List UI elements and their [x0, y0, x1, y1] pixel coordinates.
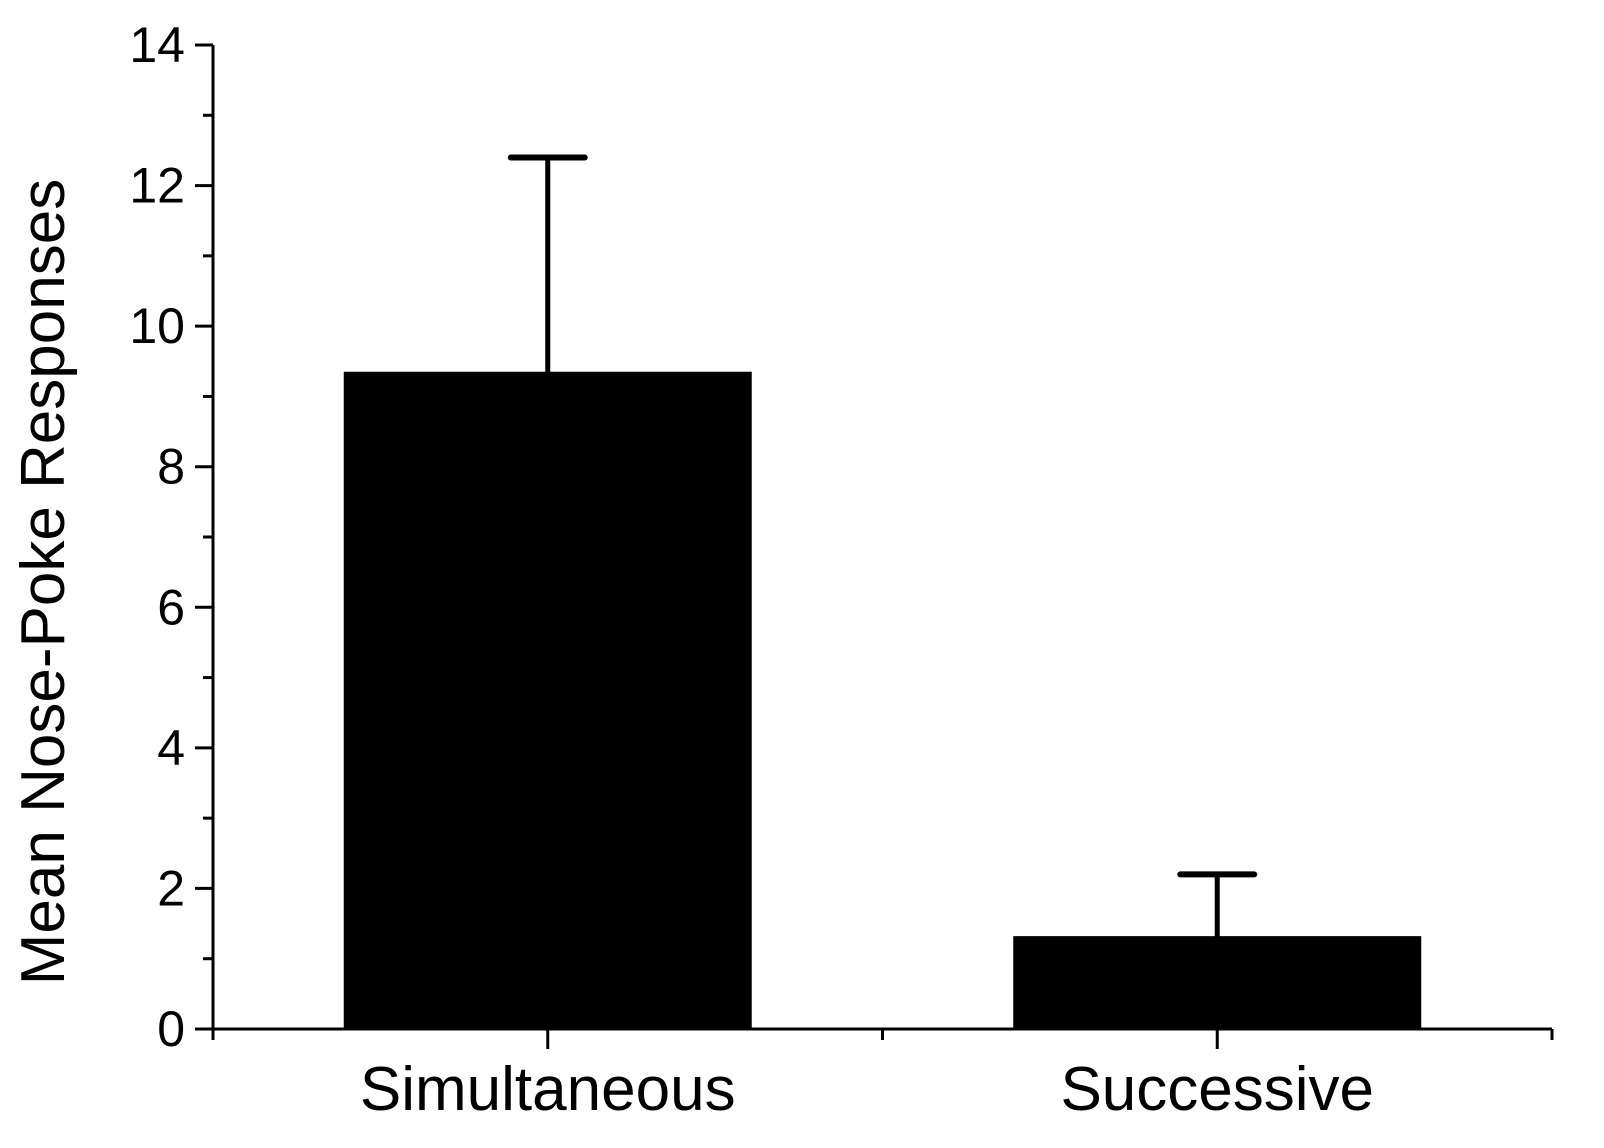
x-ticks-layer: Simultaneous Successive: [211, 1029, 1554, 1124]
y-tick-label: 4: [157, 720, 185, 776]
y-ticks-layer: 0 2 4 6 8 10 12 14: [129, 17, 213, 1057]
x-category-label: Simultaneous: [360, 1055, 736, 1124]
y-tick-label: 0: [157, 1001, 185, 1057]
y-tick-label: 10: [129, 298, 185, 354]
x-category-label: Successive: [1060, 1055, 1374, 1124]
y-tick-label: 6: [157, 579, 185, 635]
bar-simultaneous: [343, 371, 752, 1031]
y-tick-label: 2: [157, 860, 185, 916]
bar-successive: [1013, 936, 1422, 1031]
bars-layer: [343, 371, 1422, 1031]
y-tick-label: 14: [129, 17, 185, 73]
y-tick-label: 8: [157, 439, 185, 495]
y-tick-label: 12: [129, 158, 185, 214]
y-axis-title: Mean Nose-Poke Responses: [9, 179, 78, 985]
error-bars-layer: [507, 154, 1258, 938]
